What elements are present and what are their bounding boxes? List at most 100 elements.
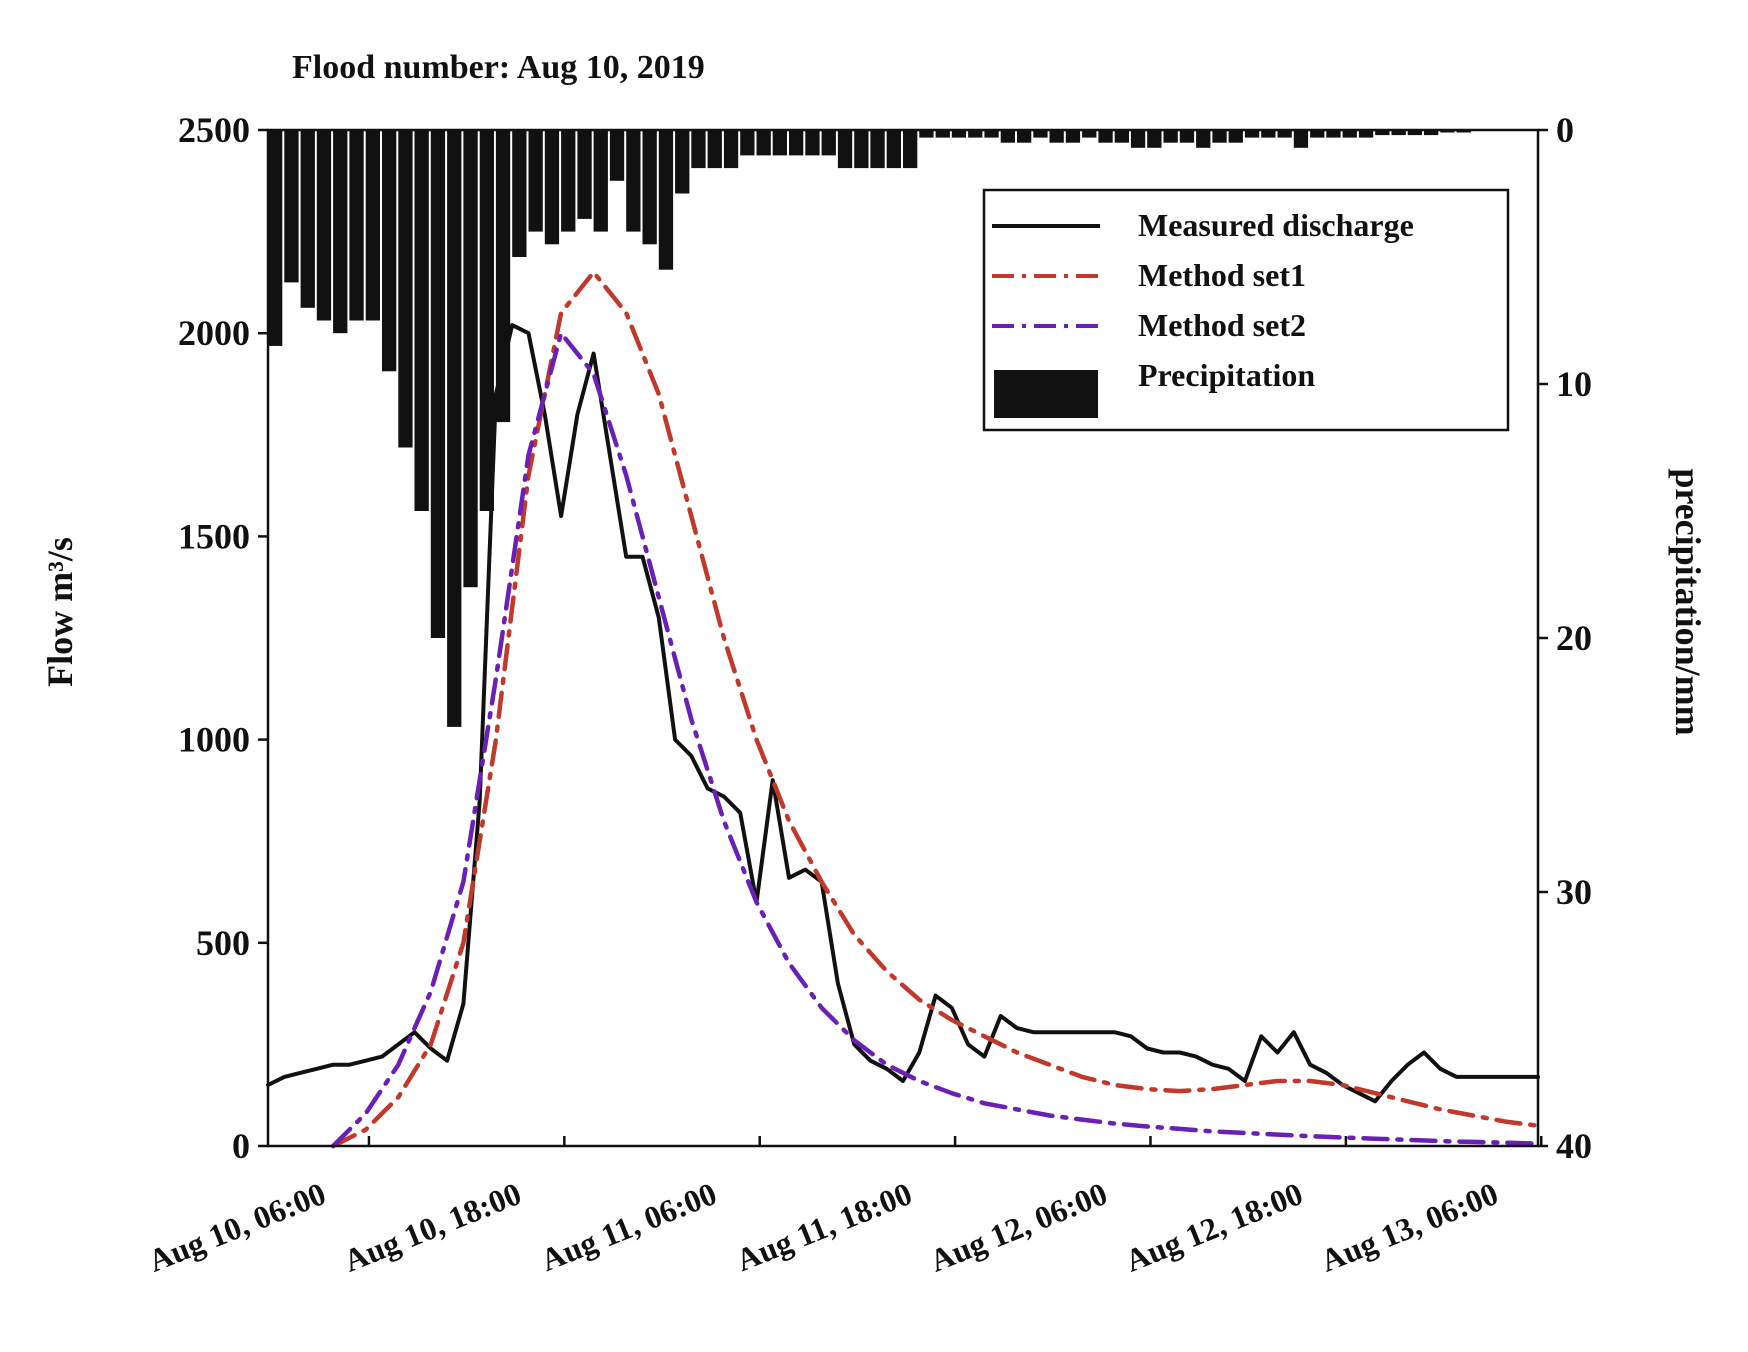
x-tick-label: Aug 13, 06:00 <box>1316 1175 1503 1279</box>
precipitation-bar <box>1310 130 1325 138</box>
y-tick-label: 2000 <box>178 313 250 353</box>
precipitation-bar <box>479 130 494 511</box>
precipitation-bar <box>1277 130 1292 138</box>
precipitation-bar <box>821 130 836 156</box>
precipitation-bar <box>1212 130 1227 143</box>
precipitation-bar <box>919 130 934 138</box>
precipitation-bar <box>1261 130 1276 138</box>
precipitation-bar <box>300 130 315 308</box>
precipitation-bar <box>398 130 413 448</box>
precipitation-bar <box>1065 130 1081 143</box>
y-tick-label: 1500 <box>178 516 250 556</box>
precipitation-bar <box>951 130 967 138</box>
y-tick-label: 2500 <box>178 110 250 150</box>
precipitation-bar <box>870 130 885 169</box>
precipitation-bar <box>1424 130 1439 136</box>
precipitation-bar <box>414 130 429 511</box>
y2-tick-label: 40 <box>1556 1126 1592 1166</box>
chart-title: Flood number: Aug 10, 2019 <box>292 49 705 86</box>
legend-label-set2: Method set2 <box>1138 307 1306 343</box>
precipitation-bar <box>512 130 527 257</box>
precipitation-bar <box>837 130 853 169</box>
y-axis-title: Flow m³/s <box>40 537 80 687</box>
precipitation-bar <box>349 130 364 321</box>
precipitation-bar <box>772 130 787 156</box>
precipitation-bar <box>658 130 674 270</box>
precipitation-bar <box>1196 130 1211 148</box>
legend-label-precipitation: Precipitation <box>1138 357 1315 393</box>
precipitation-bar <box>854 130 869 169</box>
legend-label-set1: Method set1 <box>1138 257 1306 293</box>
precipitation-bar <box>1049 130 1064 143</box>
precipitation-bar <box>1244 130 1260 138</box>
x-tick-label: Aug 10, 18:00 <box>339 1175 526 1279</box>
precipitation-bar <box>447 130 462 727</box>
precipitation-bar <box>626 130 641 232</box>
precipitation-bar <box>333 130 348 334</box>
precipitation-bar <box>675 130 690 194</box>
precipitation-bar <box>968 130 983 138</box>
precipitation-bar <box>1114 130 1129 143</box>
series-line-3 <box>330 330 1541 1149</box>
precipitation-bar <box>1082 130 1097 138</box>
precipitation-bar <box>1342 130 1357 138</box>
precipitation-bar <box>805 130 820 156</box>
y-tick-label: 0 <box>232 1126 250 1166</box>
precipitation-bar <box>1228 130 1243 143</box>
legend: Measured discharge Method set1 Method se… <box>982 188 1510 432</box>
precipitation-bar <box>691 130 706 169</box>
precipitation-bar <box>1147 130 1162 148</box>
y2-tick-label: 0 <box>1556 110 1574 150</box>
precipitation-bar <box>1407 130 1422 136</box>
precipitation-bar <box>1000 130 1015 143</box>
y2-tick-label: 20 <box>1556 618 1592 658</box>
precipitation-bar <box>463 130 478 588</box>
precipitation-bar <box>382 130 397 372</box>
precipitation-bar <box>1375 130 1390 136</box>
precipitation-bar <box>1163 130 1178 143</box>
legend-label-measured: Measured discharge <box>1138 207 1414 243</box>
precipitation-bar <box>430 130 446 638</box>
y2-axis-title: precipitation/mm <box>1668 468 1708 735</box>
precipitation-bar <box>1326 130 1341 138</box>
precipitation-bar <box>1391 130 1406 136</box>
precipitation-bar <box>284 130 299 283</box>
precipitation-bars <box>268 130 1471 727</box>
precipitation-bar <box>544 130 560 245</box>
x-tick-label: Aug 10, 06:00 <box>143 1175 330 1279</box>
precipitation-bar <box>561 130 576 232</box>
legend-swatch-precipitation <box>994 370 1098 418</box>
x-axis-ticks: Aug 10, 06:00 Aug 10, 18:00 Aug 11, 06:00 A… <box>143 1136 1543 1279</box>
x-tick-label: Aug 11, 18:00 <box>731 1175 917 1278</box>
precipitation-bar <box>789 130 804 156</box>
precipitation-bar <box>1017 130 1032 143</box>
y2-tick-label: 10 <box>1556 364 1592 404</box>
precipitation-bar <box>316 130 332 321</box>
precipitation-bar <box>268 130 283 346</box>
y2-tick-label: 30 <box>1556 872 1592 912</box>
y-tick-label: 1000 <box>178 720 250 760</box>
precipitation-bar <box>642 130 657 245</box>
precipitation-bar <box>1358 130 1374 138</box>
precipitation-bar <box>365 130 380 321</box>
precipitation-bar <box>528 130 543 232</box>
x-tick-label: Aug 12, 18:00 <box>1120 1175 1307 1279</box>
precipitation-bar <box>577 130 592 219</box>
precipitation-bar <box>707 130 722 169</box>
series-line-1 <box>266 323 1540 1104</box>
x-tick-label: Aug 11, 06:00 <box>536 1175 722 1278</box>
precipitation-bar <box>756 130 771 156</box>
precipitation-bar <box>1033 130 1048 138</box>
precipitation-bar <box>935 130 950 138</box>
x-tick-label: Aug 12, 06:00 <box>925 1175 1112 1279</box>
precipitation-bar <box>1293 130 1309 148</box>
precipitation-bar <box>723 130 739 169</box>
precipitation-bar <box>593 130 608 232</box>
precipitation-bar <box>1130 130 1146 148</box>
precipitation-bar <box>903 130 918 169</box>
precipitation-bar <box>609 130 625 181</box>
precipitation-bar <box>984 130 999 138</box>
precipitation-bar <box>740 130 755 156</box>
precipitation-bar <box>1179 130 1195 143</box>
